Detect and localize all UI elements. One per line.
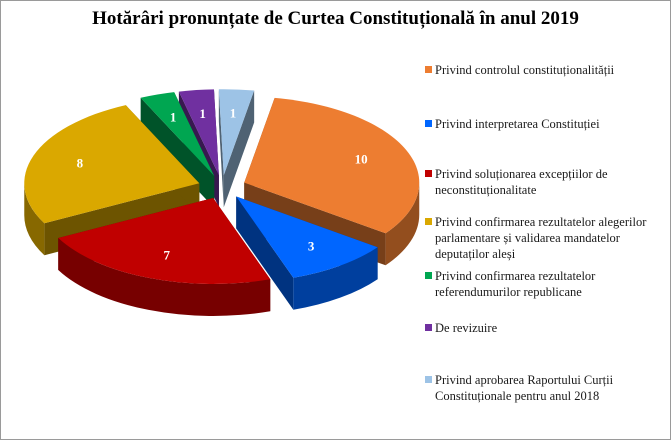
legend-label: Privind confirmarea rezultatelor alegeri… [435,215,647,261]
data-label: 1 [170,109,177,124]
legend-swatch [425,66,432,73]
legend-swatch [425,218,432,225]
pie-slice-side [218,89,224,208]
pie-slice [236,196,378,278]
pie-slice [178,89,219,176]
legend-swatch [425,272,432,279]
pie-slice-wall [385,182,420,266]
pie-slice-wall [293,247,378,310]
data-label: 3 [308,238,315,253]
pie-slice [244,97,420,234]
chart-title: Hotărâri pronunțate de Curtea Constituți… [92,8,579,29]
legend-label: Privind controlul constituționalității [435,63,615,77]
legend-label: De revizuire [435,321,498,335]
pie-slice-side [236,196,294,310]
data-label: 10 [355,151,368,166]
legend-label: Privind interpretarea Constituției [435,117,600,131]
data-label: 8 [77,155,84,170]
data-label: 7 [163,248,170,263]
pie-slice [140,92,215,176]
legend-label: Privind soluționarea excepțiilor de neco… [435,167,608,197]
pie-slice-side [223,90,255,208]
pie-slice-wall [24,183,45,256]
legend-swatch [425,324,432,331]
data-label: 1 [230,105,237,120]
legend-swatch [425,170,432,177]
pie-slice [58,197,271,284]
data-label: 1 [199,106,206,121]
legend-label: Privind aprobarea Raportului Curții Cons… [435,373,614,403]
pie-slice [218,89,255,176]
legend-label: Privind confirmarea rezultatelor referen… [435,269,596,299]
pie-slice-wall [58,237,271,316]
legend-swatch [425,376,432,383]
pie-slice [24,105,200,224]
legend-swatch [425,120,432,127]
